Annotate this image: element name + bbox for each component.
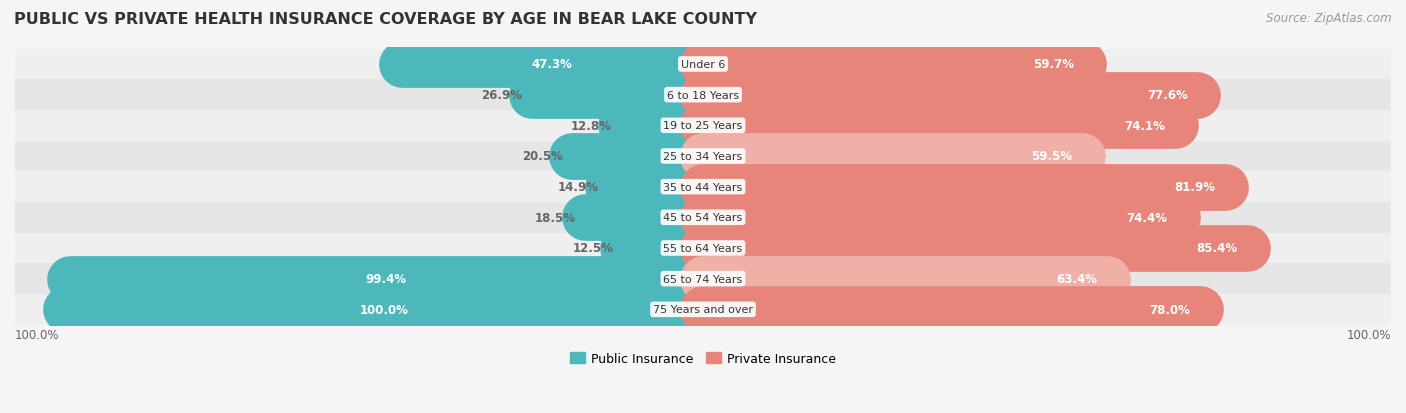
Text: 81.9%: 81.9%	[1174, 181, 1215, 194]
Bar	[15, 111, 1391, 141]
Text: Source: ZipAtlas.com: Source: ZipAtlas.com	[1267, 12, 1392, 25]
Text: PUBLIC VS PRIVATE HEALTH INSURANCE COVERAGE BY AGE IN BEAR LAKE COUNTY: PUBLIC VS PRIVATE HEALTH INSURANCE COVER…	[14, 12, 756, 27]
Text: 6 to 18 Years: 6 to 18 Years	[666, 90, 740, 100]
Bar	[15, 50, 1391, 80]
Text: 26.9%: 26.9%	[481, 89, 522, 102]
Bar	[15, 80, 1391, 111]
Text: 14.9%: 14.9%	[558, 181, 599, 194]
Text: 47.3%: 47.3%	[531, 58, 572, 71]
Text: 12.5%: 12.5%	[572, 242, 614, 255]
Text: 75 Years and over: 75 Years and over	[652, 304, 754, 315]
Text: 77.6%: 77.6%	[1147, 89, 1188, 102]
Bar	[15, 172, 1391, 202]
Text: Under 6: Under 6	[681, 60, 725, 70]
Text: 85.4%: 85.4%	[1197, 242, 1237, 255]
Text: 78.0%: 78.0%	[1150, 303, 1191, 316]
Bar	[15, 202, 1391, 233]
Text: 59.7%: 59.7%	[1033, 58, 1074, 71]
Text: 45 to 54 Years: 45 to 54 Years	[664, 213, 742, 223]
Text: 99.4%: 99.4%	[366, 273, 406, 285]
Text: 59.5%: 59.5%	[1032, 150, 1073, 163]
Text: 20.5%: 20.5%	[522, 150, 562, 163]
Text: 25 to 34 Years: 25 to 34 Years	[664, 152, 742, 161]
Text: 74.4%: 74.4%	[1126, 211, 1167, 224]
Legend: Public Insurance, Private Insurance: Public Insurance, Private Insurance	[565, 347, 841, 370]
Text: 12.8%: 12.8%	[571, 119, 612, 133]
Text: 35 to 44 Years: 35 to 44 Years	[664, 182, 742, 192]
Bar	[15, 294, 1391, 325]
Bar	[15, 233, 1391, 263]
Text: 100.0%: 100.0%	[360, 303, 409, 316]
Text: 74.1%: 74.1%	[1125, 119, 1166, 133]
Text: 100.0%: 100.0%	[1347, 328, 1391, 341]
Text: 18.5%: 18.5%	[534, 211, 575, 224]
Text: 63.4%: 63.4%	[1056, 273, 1097, 285]
Text: 65 to 74 Years: 65 to 74 Years	[664, 274, 742, 284]
Bar	[15, 263, 1391, 294]
Text: 19 to 25 Years: 19 to 25 Years	[664, 121, 742, 131]
Bar	[15, 141, 1391, 172]
Text: 55 to 64 Years: 55 to 64 Years	[664, 243, 742, 253]
Text: 100.0%: 100.0%	[15, 328, 59, 341]
